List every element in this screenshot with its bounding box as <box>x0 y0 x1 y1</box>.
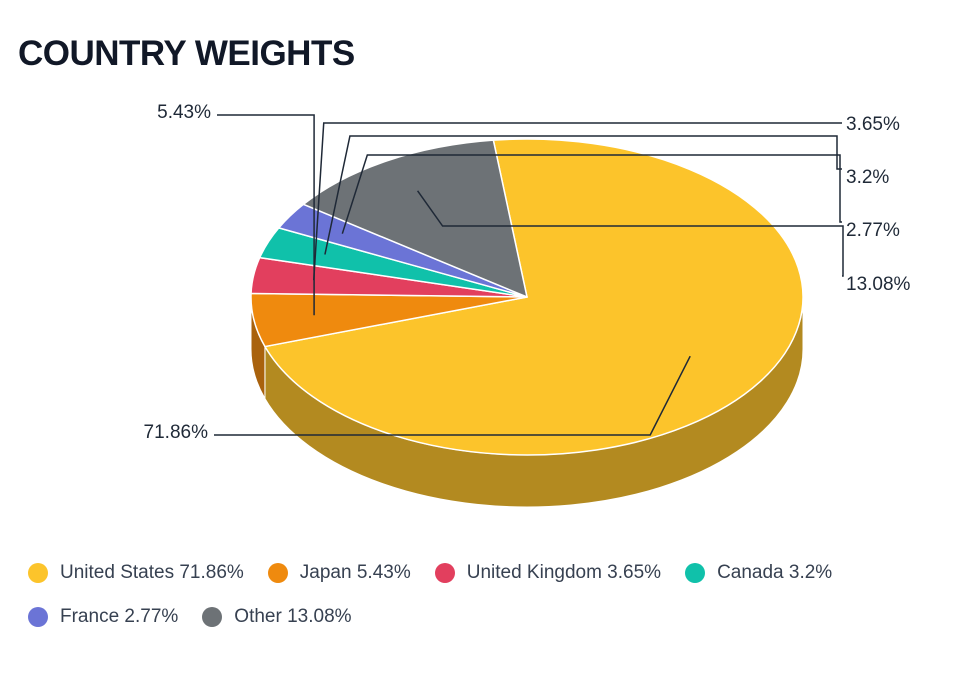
legend-item-united-states[interactable]: United States 71.86% <box>28 562 244 584</box>
data-label-canada: 3.2% <box>846 167 889 188</box>
legend-label: United Kingdom 3.65% <box>466 562 662 583</box>
data-label-united-kingdom: 3.65% <box>846 114 900 135</box>
legend-item-canada[interactable]: Canada 3.2% <box>685 562 832 584</box>
leader-line-united-states <box>214 355 691 436</box>
pie-slices <box>250 138 804 456</box>
leader-line-united-kingdom <box>312 122 842 281</box>
data-labels: 71.86% 5.43% 3.65% 3.2% 2.77% 13.08% <box>144 102 911 443</box>
legend-item-united-kingdom[interactable]: United Kingdom 3.65% <box>434 562 662 584</box>
legend-swatch <box>267 563 288 583</box>
data-label-united-states: 71.86% <box>144 422 209 443</box>
legend-item-other[interactable]: Other 13.08% <box>202 606 352 628</box>
legend-label: France 2.77% <box>60 606 179 627</box>
legend-swatch <box>28 563 48 583</box>
data-label-france: 2.77% <box>846 220 900 241</box>
legend-label: Canada 3.2% <box>717 562 833 583</box>
leader-line-france <box>341 154 842 234</box>
legend-swatch <box>28 607 48 627</box>
legend-label: Japan 5.43% <box>299 562 411 583</box>
legend-label: Other 13.08% <box>234 606 352 627</box>
data-label-other: 13.08% <box>846 274 911 295</box>
legend-item-japan[interactable]: Japan 5.43% <box>267 562 411 584</box>
leader-lines <box>214 114 844 436</box>
legend: United States 71.86% Japan 5.43% United … <box>28 562 968 628</box>
legend-item-france[interactable]: France 2.77% <box>28 606 178 628</box>
leader-line-canada <box>324 135 842 255</box>
data-label-japan: 5.43% <box>157 102 211 123</box>
chart-title: COUNTRY WEIGHTS <box>18 34 355 73</box>
legend-swatch <box>202 607 223 627</box>
leader-line-other <box>416 190 844 277</box>
legend-swatch <box>685 563 706 583</box>
legend-swatch <box>434 563 455 583</box>
pie-slice-united-states[interactable] <box>264 138 804 456</box>
leader-line-japan <box>217 114 315 316</box>
legend-label: United States 71.86% <box>60 562 244 583</box>
